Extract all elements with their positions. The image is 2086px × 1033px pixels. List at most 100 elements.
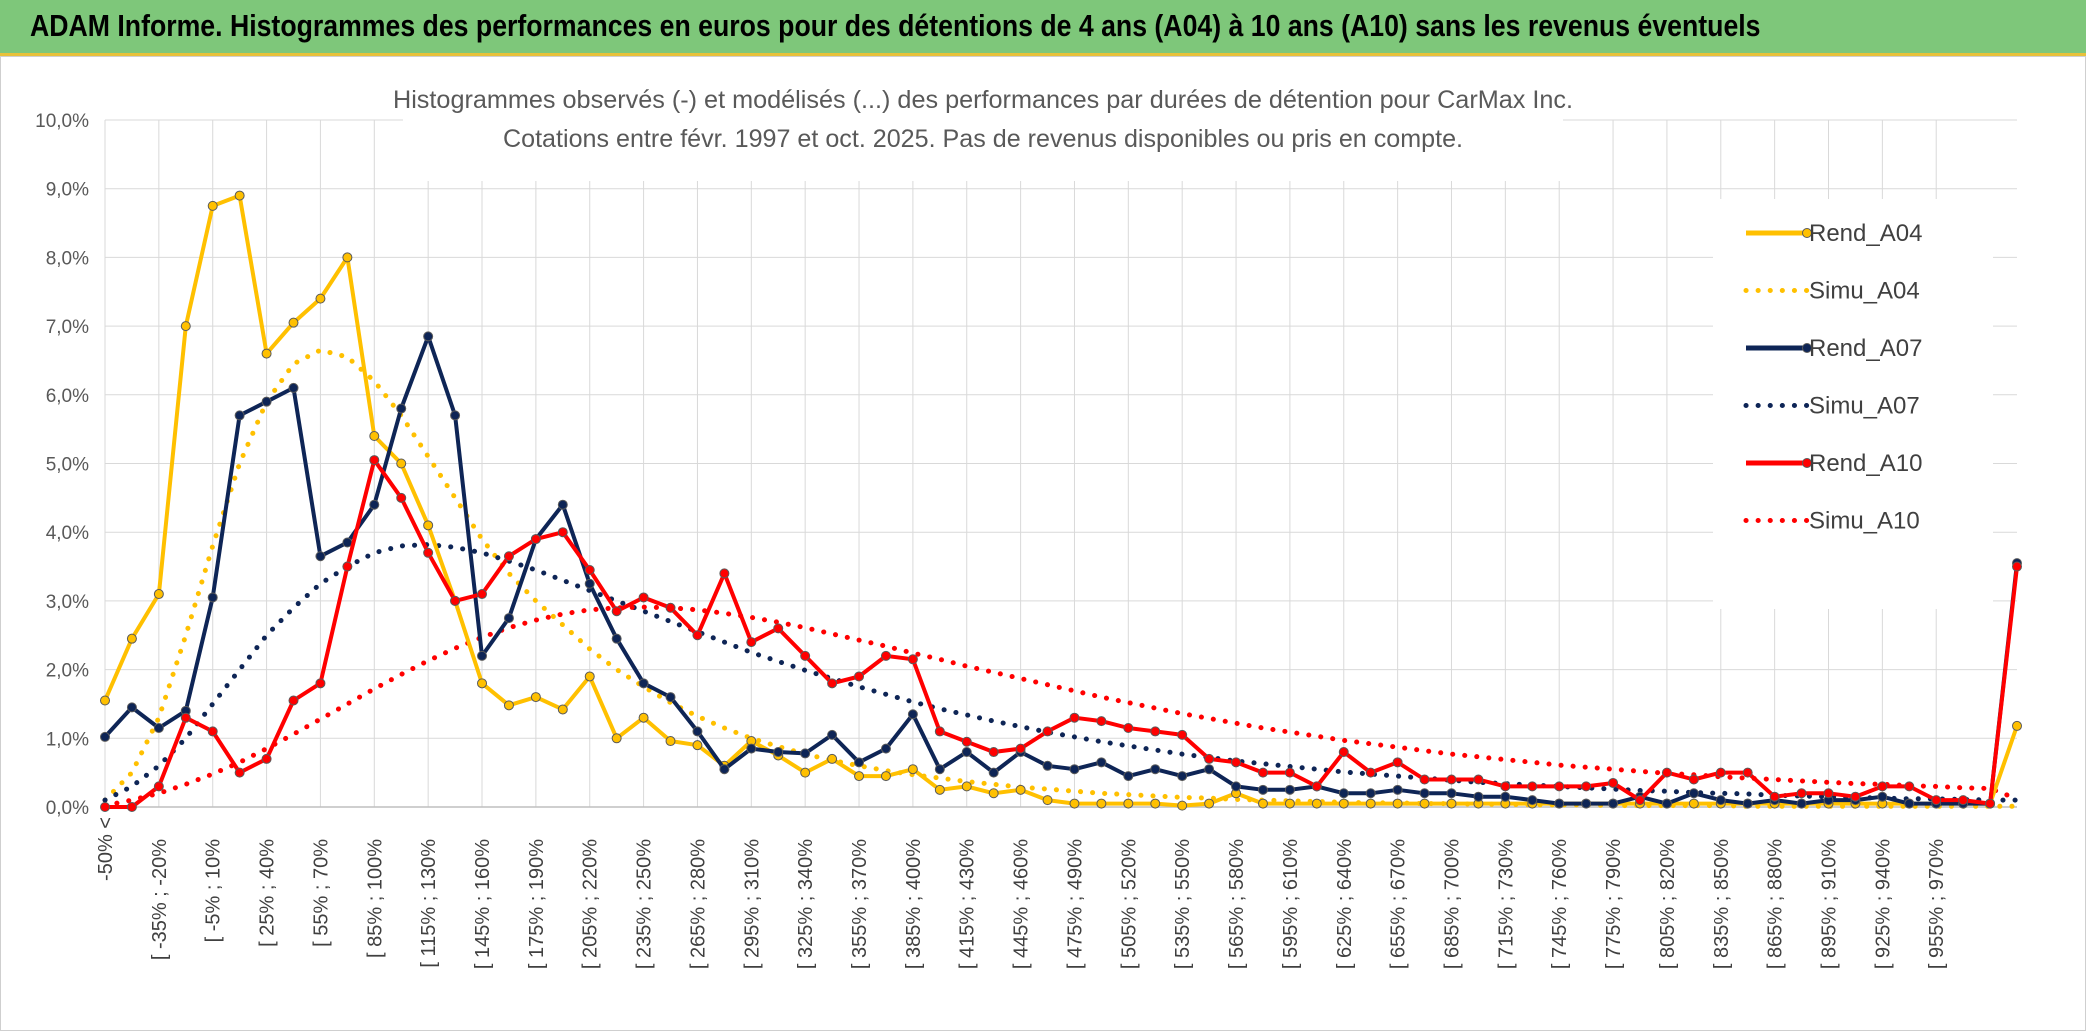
- data-point: [450, 410, 461, 421]
- data-point: [1231, 757, 1242, 768]
- chart-frame: 0,0% 1,0% 2,0% 3,0% 4,0% 5,0% 6,0% 7,0% 8,0% 9,0%…: [0, 56, 2086, 1031]
- x-tick-label: [ 535% ; 550%: [1172, 839, 1194, 969]
- data-point: [611, 633, 622, 644]
- y-tick-label: 2,0%: [46, 661, 89, 682]
- y-tick-label: 3,0%: [46, 592, 89, 613]
- data-point: [880, 650, 891, 661]
- data-point: [1123, 798, 1134, 809]
- data-point: [773, 623, 784, 634]
- x-tick-label: [ 355% ; 370%: [849, 839, 871, 969]
- x-tick-label: [ 85% ; 100%: [364, 839, 386, 958]
- data-point: [1284, 784, 1295, 795]
- series-rend_a10: [100, 455, 2022, 812]
- data-point: [1581, 798, 1592, 809]
- data-point: [342, 537, 353, 548]
- legend-item: Rend_A10: [1746, 450, 1922, 477]
- y-tick-label: 10,0%: [35, 111, 89, 132]
- data-point: [1123, 722, 1134, 733]
- data-point: [207, 592, 218, 603]
- data-point: [665, 692, 676, 703]
- legend-item: Rend_A07: [1746, 335, 1922, 362]
- data-point: [1931, 795, 1942, 806]
- data-point: [880, 743, 891, 754]
- legend-item: Simu_A10: [1743, 508, 1920, 535]
- data-point: [1877, 791, 1888, 802]
- x-tick-label: [ 685% ; 700%: [1441, 839, 1463, 969]
- data-point: [1204, 764, 1215, 775]
- data-point: [369, 499, 380, 510]
- data-point: [100, 695, 110, 706]
- data-point: [907, 709, 918, 720]
- legend-marker: [1802, 458, 1812, 468]
- data-point: [584, 578, 595, 589]
- legend-label: Rend_A10: [1809, 450, 1922, 477]
- data-point: [1500, 791, 1511, 802]
- data-point: [1742, 767, 1753, 778]
- data-point: [1661, 767, 1672, 778]
- data-point: [1177, 771, 1188, 782]
- data-point: [907, 654, 918, 665]
- y-tick-label: 8,0%: [46, 248, 89, 269]
- data-point: [1796, 798, 1807, 809]
- data-point: [342, 252, 353, 263]
- data-point: [1177, 729, 1188, 740]
- data-point: [1581, 781, 1592, 792]
- data-point: [638, 712, 649, 723]
- data-point: [1688, 788, 1699, 799]
- x-tick-label: [ 715% ; 730%: [1495, 839, 1517, 969]
- data-point: [234, 767, 245, 778]
- data-point: [369, 431, 380, 442]
- data-point: [234, 190, 245, 201]
- y-tick-label: 1,0%: [46, 729, 89, 750]
- data-point: [584, 671, 595, 682]
- data-point: [800, 767, 811, 778]
- data-point: [423, 547, 434, 558]
- data-point: [503, 700, 514, 711]
- data-point: [261, 753, 272, 764]
- data-point: [1688, 774, 1699, 785]
- legend-marker: [1802, 343, 1812, 353]
- data-point: [396, 458, 407, 469]
- data-point: [126, 702, 137, 713]
- data-point: [288, 317, 299, 328]
- data-point: [1392, 798, 1403, 809]
- data-point: [1392, 784, 1403, 795]
- data-point: [665, 602, 676, 613]
- y-tick-label: 5,0%: [46, 455, 89, 476]
- x-tick-label: [ 265% ; 280%: [687, 839, 709, 969]
- data-point: [1042, 795, 1053, 806]
- data-point: [854, 757, 865, 768]
- data-point: [880, 771, 891, 782]
- data-point: [1554, 798, 1565, 809]
- data-point: [207, 726, 218, 737]
- data-point: [1769, 791, 1780, 802]
- data-point: [557, 527, 568, 538]
- x-tick-label: [ 145% ; 160%: [472, 839, 494, 969]
- y-tick-label: 0,0%: [46, 798, 89, 819]
- data-point: [1527, 781, 1538, 792]
- x-tick-label: [ 385% ; 400%: [903, 839, 925, 969]
- data-point: [800, 748, 811, 759]
- data-point: [773, 747, 784, 758]
- x-tick-label: [ 955% ; 970%: [1926, 839, 1948, 969]
- data-point: [1742, 798, 1753, 809]
- x-tick-label: [ 625% ; 640%: [1334, 839, 1356, 969]
- data-point: [1015, 784, 1026, 795]
- data-point: [1042, 726, 1053, 737]
- data-point: [1608, 798, 1619, 809]
- data-point: [692, 726, 703, 737]
- data-point: [1123, 771, 1134, 782]
- data-point: [988, 747, 999, 758]
- x-tick-label: [ 655% ; 670%: [1388, 839, 1410, 969]
- data-point: [1069, 764, 1080, 775]
- data-point: [1069, 798, 1080, 809]
- x-tick-label: [ 325% ; 340%: [795, 839, 817, 969]
- data-point: [557, 499, 568, 510]
- data-point: [477, 589, 488, 600]
- x-axis-ticks: -50% < [ -35% ; -20% [ -5% ; 10% [ 25% ; 40…: [95, 817, 1948, 969]
- data-point: [1446, 774, 1457, 785]
- data-point: [988, 788, 999, 799]
- data-point: [1958, 795, 1969, 806]
- data-point: [423, 520, 434, 531]
- data-point: [1446, 798, 1457, 809]
